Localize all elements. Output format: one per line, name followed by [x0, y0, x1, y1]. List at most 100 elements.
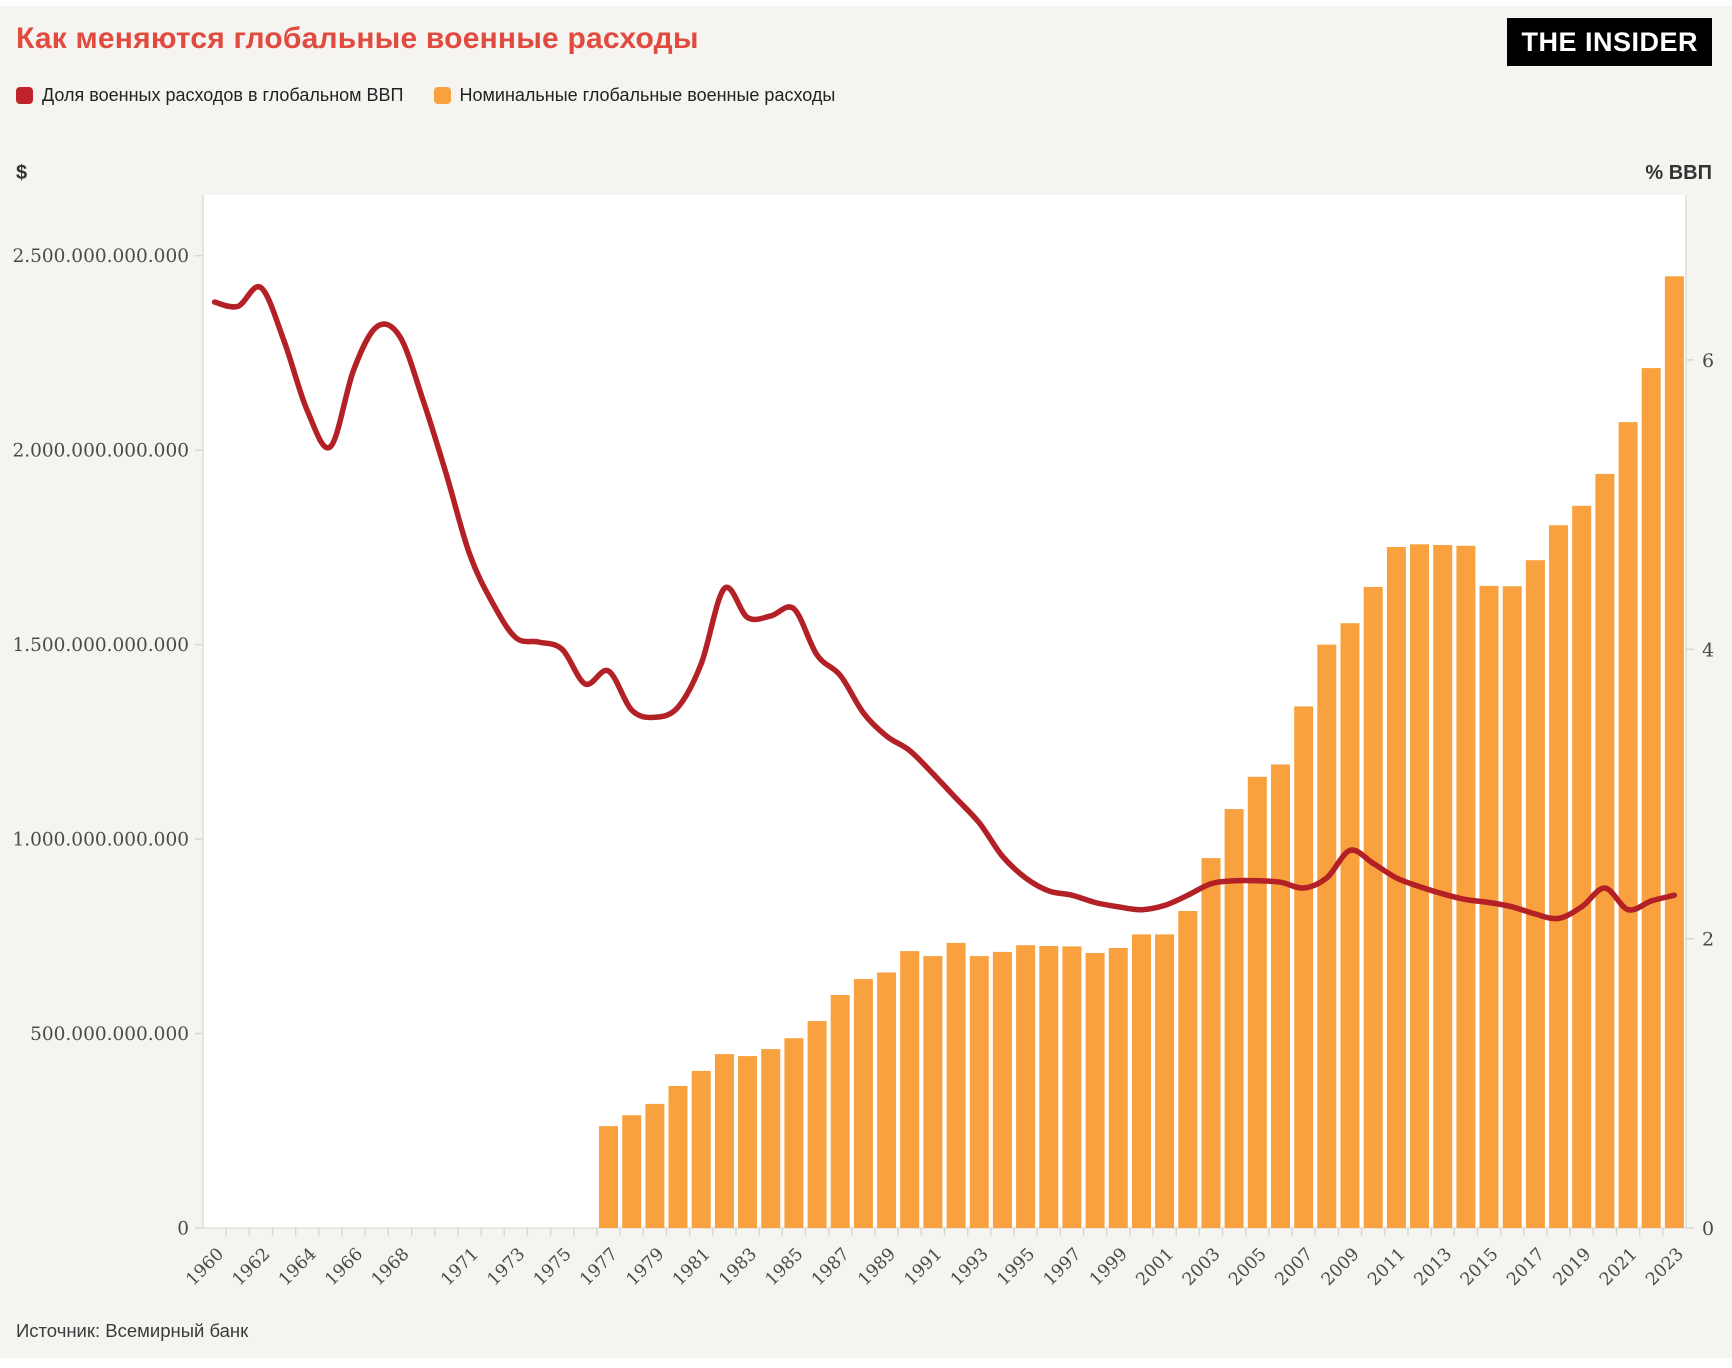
- bar-1993: [969, 956, 989, 1228]
- x-axis-year-labels: 1960 1962 1964 1966 1968 1971 1973 1975 1977 1979…: [182, 1244, 1687, 1290]
- x-year-label: 1968: [368, 1244, 414, 1290]
- x-year-label: 1991: [901, 1244, 947, 1290]
- legend-item-nominal-spending: Номинальные глобальные военные расходы: [433, 85, 836, 106]
- bar-1998: [1085, 953, 1105, 1228]
- bar-2002: [1178, 911, 1198, 1228]
- the-insider-logo: THE INSIDER: [1507, 18, 1712, 66]
- x-year-label: 2015: [1457, 1244, 1503, 1290]
- x-year-label: 1973: [484, 1244, 530, 1290]
- x-year-label: 1989: [854, 1244, 900, 1290]
- nominal-spending-bars: [599, 276, 1684, 1229]
- x-year-label: 1971: [437, 1244, 483, 1290]
- bar-2005: [1247, 776, 1267, 1228]
- legend-swatch-red: [16, 87, 33, 104]
- left-tick-label: 2.500.000.000.000: [12, 246, 189, 267]
- x-year-label: 2003: [1179, 1244, 1225, 1290]
- bar-1995: [1016, 945, 1036, 1228]
- legend-label: Номинальные глобальные военные расходы: [459, 85, 836, 105]
- bar-2021: [1618, 422, 1638, 1229]
- bar-1982: [714, 1054, 734, 1228]
- bar-1994: [992, 951, 1012, 1228]
- legend-label: Доля военных расходов в глобальном ВВП: [42, 85, 404, 105]
- bar-2006: [1271, 764, 1290, 1228]
- x-year-label: 1981: [669, 1244, 715, 1290]
- bar-2008: [1317, 644, 1337, 1228]
- bar-1991: [923, 956, 943, 1228]
- x-year-label: 1966: [322, 1244, 368, 1290]
- x-year-label: 2021: [1596, 1244, 1642, 1290]
- right-tick-label: 2: [1702, 929, 1714, 951]
- bar-2007: [1294, 706, 1314, 1228]
- bar-1988: [853, 979, 873, 1228]
- x-year-label: 2019: [1550, 1244, 1596, 1290]
- bar-2013: [1433, 545, 1453, 1228]
- source-note: Источник: Всемирный банк: [16, 1320, 249, 1341]
- right-axis-labels: 0 2 4 6: [1686, 350, 1714, 1240]
- bar-1990: [900, 951, 920, 1228]
- right-tick-label: 0: [1702, 1218, 1714, 1240]
- x-year-label: 1985: [762, 1244, 808, 1290]
- gdp-share-line: [211, 283, 1678, 922]
- x-year-label: 1975: [530, 1244, 576, 1290]
- bar-1999: [1108, 948, 1128, 1228]
- x-year-label: 1993: [947, 1244, 993, 1290]
- bar-2023: [1664, 276, 1684, 1228]
- left-tick-label: 1.500.000.000.000: [12, 635, 189, 656]
- left-axis-unit-label: $: [16, 162, 28, 184]
- right-tick-label: 4: [1702, 639, 1714, 661]
- bar-1997: [1062, 946, 1082, 1228]
- right-tick-label: 6: [1702, 350, 1714, 372]
- bar-1983: [738, 1056, 757, 1228]
- bar-2009: [1340, 623, 1360, 1228]
- left-tick-label: 1.000.000.000.000: [12, 830, 189, 851]
- x-axis-ticks: [225, 1228, 1664, 1236]
- bar-2014: [1456, 545, 1476, 1228]
- x-year-label: 2013: [1411, 1244, 1457, 1290]
- x-year-label: 1997: [1040, 1244, 1086, 1290]
- bar-2018: [1549, 525, 1569, 1228]
- x-year-label: 1960: [182, 1244, 228, 1290]
- bar-1986: [807, 1021, 827, 1228]
- x-year-label: 1979: [623, 1244, 669, 1290]
- bar-1977: [599, 1126, 618, 1228]
- chart-legend: Доля военных расходов в глобальном ВВП Н…: [16, 85, 835, 106]
- bar-1979: [645, 1103, 665, 1228]
- left-tick-label: 500.000.000.000: [30, 1024, 189, 1045]
- x-year-label: 1964: [275, 1244, 321, 1290]
- x-year-label: 2011: [1364, 1244, 1410, 1290]
- x-year-label: 1983: [715, 1244, 761, 1290]
- bar-2015: [1479, 585, 1499, 1228]
- bar-2019: [1572, 505, 1592, 1228]
- bar-1984: [761, 1049, 781, 1228]
- bar-2003: [1201, 858, 1221, 1228]
- left-axis-labels: 0 500.000.000.000 1.000.000.000.000 1.500.0…: [12, 246, 203, 1240]
- bar-2001: [1155, 934, 1175, 1228]
- x-year-label: 1977: [576, 1244, 622, 1290]
- x-year-label: 1999: [1086, 1244, 1132, 1290]
- x-year-label: 2007: [1272, 1244, 1318, 1290]
- bar-2017: [1525, 560, 1545, 1228]
- bar-1992: [946, 942, 966, 1228]
- left-tick-label: 2.000.000.000.000: [12, 441, 189, 462]
- bar-2022: [1641, 368, 1661, 1229]
- x-year-label: 2009: [1318, 1244, 1364, 1290]
- right-axis-unit-label: % ВВП: [1645, 162, 1712, 184]
- x-year-label: 1987: [808, 1244, 854, 1290]
- bar-1985: [784, 1038, 804, 1228]
- bar-2020: [1595, 473, 1615, 1228]
- x-year-label: 2023: [1642, 1244, 1688, 1290]
- bar-1996: [1039, 946, 1059, 1228]
- x-year-label: 2005: [1225, 1244, 1271, 1290]
- legend-swatch-orange: [433, 87, 451, 104]
- bar-2010: [1363, 587, 1383, 1228]
- bar-2004: [1224, 809, 1244, 1228]
- legend-item-gdp-share: Доля военных расходов в глобальном ВВП: [16, 85, 404, 106]
- page-title: Как меняются глобальные военные расходы: [16, 22, 699, 55]
- bar-1978: [622, 1115, 642, 1228]
- left-tick-label: 0: [177, 1219, 189, 1240]
- x-year-label: 1995: [993, 1244, 1039, 1290]
- x-year-label: 2017: [1503, 1244, 1549, 1290]
- bar-2000: [1132, 934, 1151, 1228]
